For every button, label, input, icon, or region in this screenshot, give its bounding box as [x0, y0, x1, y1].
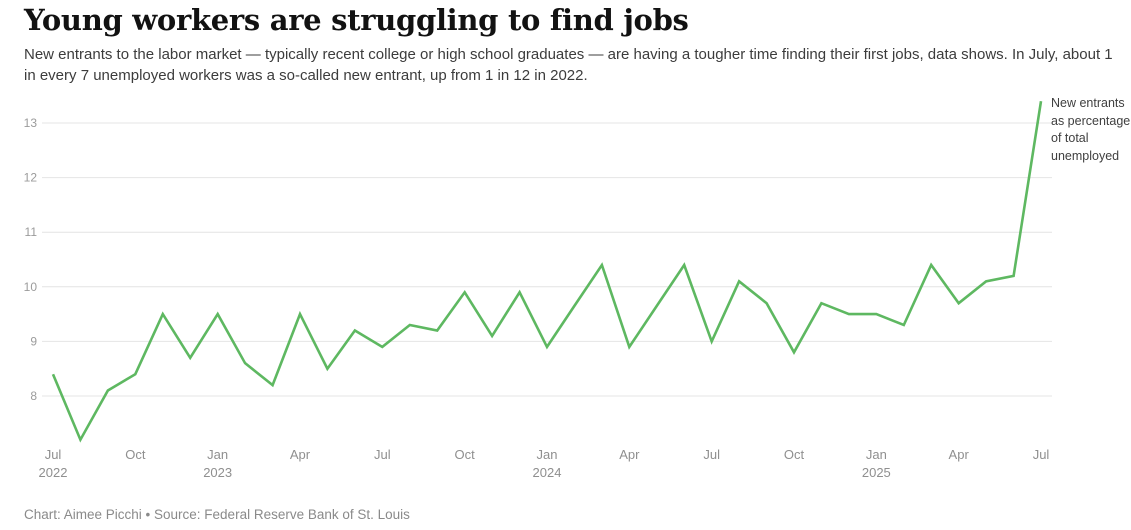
x-tick-label: Apr	[619, 447, 640, 462]
x-tick-label: Jul	[45, 447, 62, 462]
x-tick-year-label: 2023	[203, 465, 232, 480]
x-tick-label: Apr	[949, 447, 970, 462]
x-tick-label: Jan	[207, 447, 228, 462]
y-tick-label: 9	[30, 334, 37, 348]
x-tick-label: Oct	[784, 447, 805, 462]
y-tick-label: 12	[24, 171, 38, 185]
x-tick-year-label: 2024	[533, 465, 562, 480]
x-tick-label: Jul	[703, 447, 720, 462]
y-tick-label: 13	[24, 116, 38, 130]
data-line-new-entrants	[51, 100, 1043, 443]
chart-credit: Chart: Aimee Picchi • Source: Federal Re…	[24, 507, 410, 522]
x-tick-label: Oct	[455, 447, 476, 462]
x-tick-year-label: 2022	[39, 465, 68, 480]
chart-subtitle: New entrants to the labor market — typic…	[24, 46, 1113, 84]
page-title: Young workers are struggling to find job…	[24, 3, 689, 37]
x-tick-label: Oct	[125, 447, 146, 462]
x-tick-label: Jan	[537, 447, 558, 462]
x-tick-label: Apr	[290, 447, 311, 462]
chart-canvas: 8 9 10 11 12 13 Jul 2022 Oct Jan 2023 Apr Jul Oct Jan 2…	[24, 100, 1052, 480]
y-tick-label: 10	[24, 280, 38, 294]
x-tick-label: Jul	[1033, 447, 1050, 462]
series-annotation: New entrants as percentage of total unem…	[1051, 96, 1131, 163]
x-tick-label: Jul	[374, 447, 391, 462]
y-tick-label: 11	[25, 225, 38, 239]
x-tick-year-label: 2025	[862, 465, 891, 480]
x-tick-label: Jan	[866, 447, 887, 462]
y-tick-label: 8	[30, 389, 37, 403]
